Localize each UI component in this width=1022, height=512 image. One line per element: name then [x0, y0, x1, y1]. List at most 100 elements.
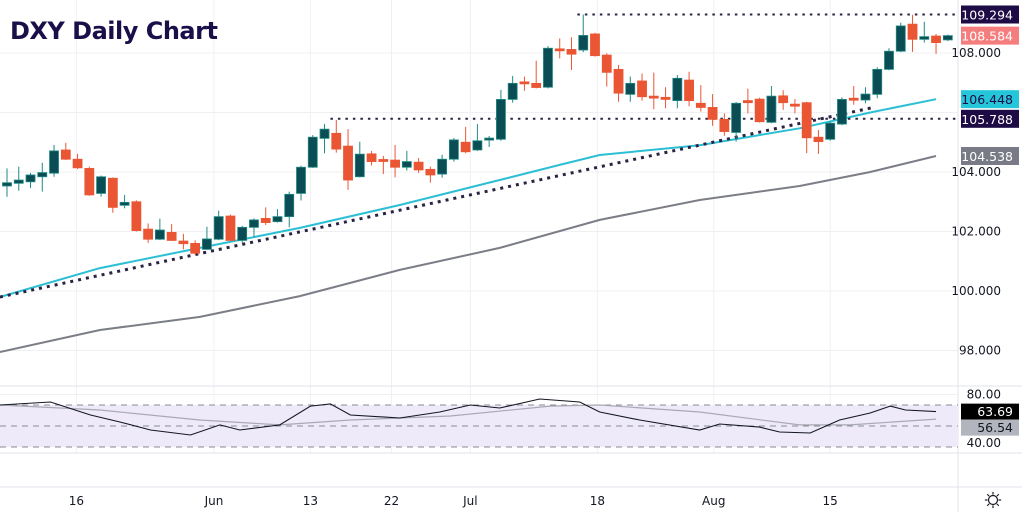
- candle: [225, 214, 236, 242]
- candle: [613, 64, 624, 102]
- price-tag: [961, 90, 1019, 109]
- candle: [60, 142, 71, 161]
- candle: [719, 113, 730, 136]
- candle: [601, 53, 612, 87]
- price-tag: [961, 5, 1019, 24]
- candle: [131, 200, 142, 232]
- candle-body: [790, 103, 800, 107]
- candle: [884, 48, 894, 71]
- rsi-ma-line: [0, 404, 937, 426]
- candle-body: [707, 107, 718, 120]
- time-tick-label: Jul: [462, 494, 477, 508]
- candle: [460, 126, 471, 154]
- ma100-line: [0, 155, 937, 353]
- price-tick-label: 100.000: [951, 284, 1001, 298]
- candle-body: [260, 218, 271, 223]
- candle: [790, 99, 800, 114]
- candle-body: [107, 177, 118, 208]
- candle-body: [249, 219, 259, 228]
- price-tick-label: 104.000: [951, 165, 1001, 179]
- candle-body: [543, 47, 553, 88]
- time-tick-label: 18: [590, 494, 605, 508]
- candle: [825, 121, 836, 141]
- candle-body: [202, 238, 212, 250]
- candle: [319, 124, 330, 154]
- candle-body: [825, 122, 836, 140]
- candle-body: [178, 240, 189, 245]
- candle: [2, 168, 12, 197]
- price-tick-label: 108.000: [951, 46, 1001, 60]
- candle: [260, 207, 271, 225]
- candle: [143, 223, 154, 243]
- time-tick-label: 13: [303, 494, 318, 508]
- price-tag: [961, 146, 1019, 165]
- candle: [354, 141, 365, 178]
- candle: [272, 209, 283, 223]
- candle-body: [237, 226, 248, 241]
- candle-body: [531, 82, 542, 88]
- candle: [848, 86, 859, 105]
- candle-body: [284, 193, 295, 218]
- candle-body: [519, 81, 530, 85]
- candle-body: [778, 95, 789, 104]
- candle: [590, 32, 600, 57]
- rsi-line: [0, 398, 937, 436]
- candle: [731, 102, 742, 142]
- candle-body: [390, 159, 400, 168]
- candle-body: [131, 201, 142, 232]
- rsi-tag: [961, 419, 1019, 436]
- candle-body: [801, 102, 812, 139]
- candle: [778, 90, 789, 110]
- candle-body: [307, 136, 318, 168]
- candle-body: [37, 172, 48, 178]
- price-tag-label: 105.788: [961, 112, 1013, 127]
- rsi-tick-label: 40.00: [967, 436, 1001, 450]
- gear-icon[interactable]: [984, 491, 1002, 509]
- candle: [72, 153, 83, 170]
- rsi-tick-label: 80.00: [967, 388, 1001, 402]
- candle-body: [695, 102, 706, 108]
- candle-body: [660, 96, 671, 100]
- ma50-line: [0, 98, 937, 298]
- candle-body: [754, 98, 765, 123]
- candle: [249, 218, 259, 238]
- candle-body: [884, 50, 894, 70]
- candle: [107, 177, 118, 213]
- candle: [343, 129, 353, 190]
- candle: [766, 86, 777, 124]
- candle-body: [731, 102, 742, 133]
- rsi-tag-label: 56.54: [977, 420, 1013, 435]
- candle-body: [919, 36, 930, 40]
- candle-body: [719, 118, 730, 132]
- candle: [378, 155, 389, 175]
- candle-body: [154, 229, 165, 240]
- candle-body: [637, 80, 647, 98]
- candle: [566, 37, 577, 70]
- candle: [331, 119, 342, 153]
- candle-body: [437, 158, 448, 175]
- candle-body: [590, 33, 600, 57]
- price-tag-label: 108.584: [961, 29, 1013, 44]
- candle: [119, 194, 130, 209]
- candle: [637, 73, 647, 101]
- candle: [13, 166, 24, 191]
- candle-body: [13, 179, 24, 184]
- candle: [742, 88, 753, 114]
- time-tick-label: 22: [384, 494, 399, 508]
- candle: [213, 210, 224, 241]
- candle: [166, 224, 177, 242]
- candle-body: [25, 174, 36, 183]
- candle: [754, 97, 765, 123]
- candle: [554, 38, 565, 59]
- price-tick-label: 98.000: [959, 344, 1001, 358]
- candle: [390, 144, 400, 178]
- candle-body: [354, 153, 365, 178]
- price-tag-label: 106.448: [961, 92, 1013, 107]
- candle: [648, 72, 659, 110]
- candle-body: [225, 215, 236, 241]
- candle: [837, 97, 847, 126]
- candle-body: [578, 35, 589, 51]
- candle: [707, 94, 718, 126]
- candle-body: [378, 159, 389, 162]
